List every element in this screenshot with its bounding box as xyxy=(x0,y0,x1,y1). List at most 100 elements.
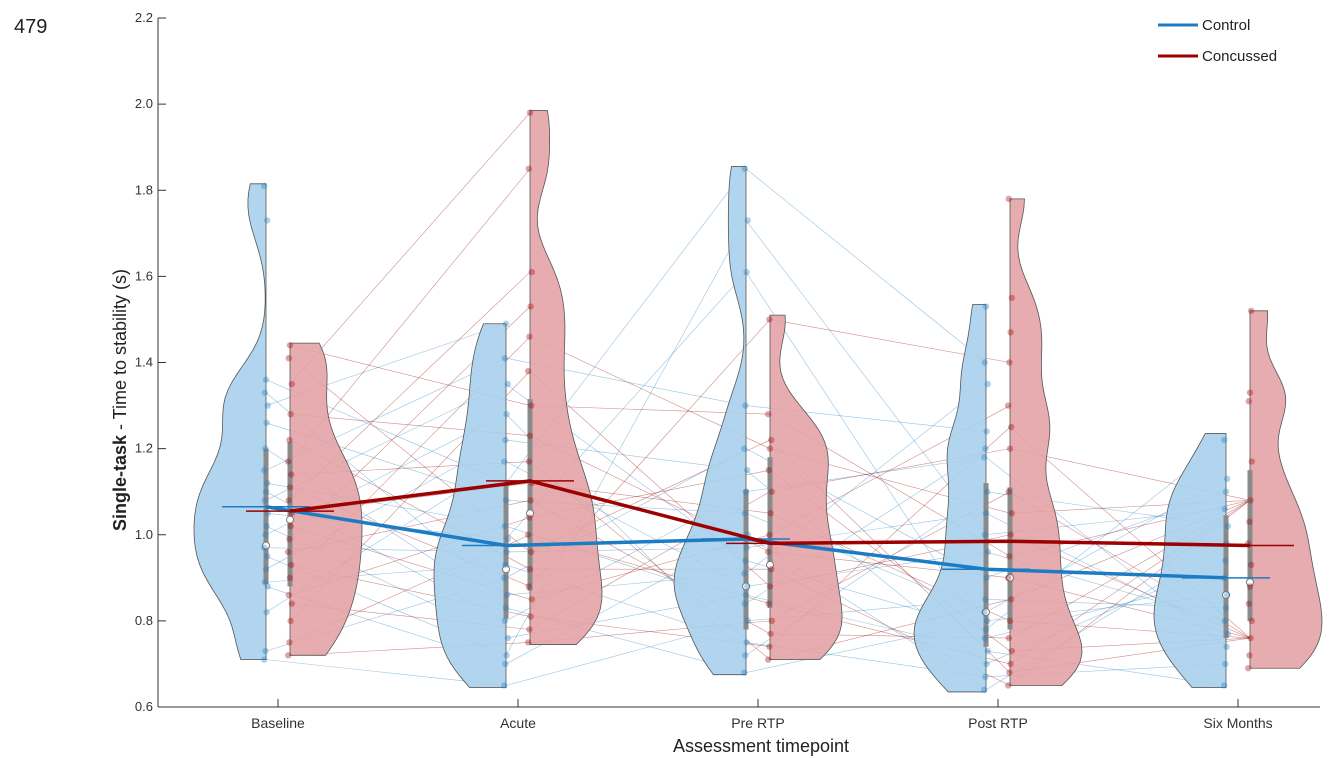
point-control xyxy=(984,647,991,655)
violin-control-4 xyxy=(1153,433,1227,689)
point-control xyxy=(263,522,270,530)
point-control xyxy=(504,535,511,543)
points-layer xyxy=(261,109,1256,693)
subject-line-concussed xyxy=(289,168,531,462)
point-concussed xyxy=(286,484,294,491)
point-concussed xyxy=(528,402,535,409)
y-tick-label: 1.0 xyxy=(135,527,153,542)
point-control xyxy=(503,652,510,659)
point-concussed xyxy=(765,466,772,474)
point-control xyxy=(501,682,508,689)
point-concussed xyxy=(766,445,774,452)
box-concussed-0 xyxy=(287,442,293,587)
point-concussed xyxy=(768,436,775,444)
point-control xyxy=(262,445,269,452)
point-control xyxy=(742,488,750,495)
point-control xyxy=(981,609,988,616)
violin-control-1 xyxy=(433,323,507,689)
point-concussed xyxy=(1006,617,1014,625)
point-concussed xyxy=(285,652,292,659)
point-control xyxy=(264,583,271,590)
point-concussed xyxy=(767,630,774,637)
point-control xyxy=(981,634,988,642)
point-control xyxy=(982,626,990,633)
point-concussed xyxy=(525,458,532,465)
point-concussed xyxy=(287,410,294,418)
y-tick-label: 0.8 xyxy=(135,613,153,628)
point-control xyxy=(742,402,749,409)
point-concussed xyxy=(1005,402,1012,409)
point-control xyxy=(981,531,988,538)
point-control xyxy=(501,354,508,362)
point-control xyxy=(261,466,268,474)
point-concussed xyxy=(766,583,774,590)
point-concussed xyxy=(1248,617,1256,625)
point-control xyxy=(501,522,508,530)
point-concussed xyxy=(527,497,534,504)
point-control xyxy=(501,574,508,582)
point-control xyxy=(741,669,748,676)
point-control xyxy=(502,604,510,612)
point-control xyxy=(1222,488,1230,495)
point-concussed xyxy=(527,613,534,620)
point-control xyxy=(982,596,989,603)
point-control xyxy=(501,617,508,625)
axes-layer: 0.6 0.8 1.0 1.2 1.4 1.6 1.8 2.0 2.2 Baseline Acute… xyxy=(135,10,1320,731)
point-control xyxy=(744,583,751,590)
point-concussed xyxy=(1247,634,1254,642)
point-control xyxy=(263,419,270,426)
point-control xyxy=(502,561,509,569)
point-concussed xyxy=(1005,488,1012,495)
point-control xyxy=(983,574,990,582)
point-control xyxy=(1222,660,1229,668)
median-control-3 xyxy=(982,608,990,617)
point-concussed xyxy=(1245,600,1253,607)
y-axis-title-rest: - Time to stability (s) xyxy=(110,269,130,435)
point-concussed xyxy=(285,354,292,362)
point-concussed xyxy=(1245,665,1252,672)
violin-concussed-4 xyxy=(1249,310,1323,669)
point-concussed xyxy=(286,639,293,646)
point-concussed xyxy=(765,600,772,607)
point-concussed xyxy=(286,436,293,444)
point-control xyxy=(741,600,748,607)
point-control xyxy=(982,510,990,517)
point-concussed xyxy=(1007,531,1014,538)
point-concussed xyxy=(288,561,295,569)
point-concussed xyxy=(1005,195,1012,203)
point-control xyxy=(261,656,268,663)
point-control xyxy=(1224,591,1231,599)
median-control-2 xyxy=(742,582,750,591)
point-control xyxy=(982,303,990,310)
point-control xyxy=(504,634,511,642)
point-control xyxy=(501,458,508,465)
point-control xyxy=(503,410,510,418)
point-control xyxy=(262,566,270,573)
point-control xyxy=(262,488,270,495)
point-concussed xyxy=(525,165,532,172)
y-axis-title-bold: Single-task xyxy=(110,434,130,531)
point-concussed xyxy=(526,626,533,633)
point-control xyxy=(984,380,991,388)
point-control xyxy=(264,402,271,409)
y-tick-label: 1.2 xyxy=(135,441,153,456)
point-concussed xyxy=(1006,359,1013,366)
mean-line-control xyxy=(265,505,1227,580)
point-control xyxy=(741,510,748,517)
point-concussed xyxy=(526,514,533,521)
box-control-1 xyxy=(503,483,509,619)
point-concussed xyxy=(287,617,294,625)
point-concussed xyxy=(528,548,535,556)
point-concussed xyxy=(1006,445,1014,452)
violin-concussed-2 xyxy=(769,314,843,661)
point-control xyxy=(742,591,750,599)
box-control-3 xyxy=(983,483,989,647)
point-control xyxy=(504,591,511,599)
point-control xyxy=(502,320,510,327)
violin-control-0 xyxy=(193,183,267,661)
median-control-4 xyxy=(1222,591,1230,600)
point-concussed xyxy=(765,656,772,663)
point-control xyxy=(1221,436,1228,444)
point-concussed xyxy=(1248,561,1255,569)
box-concussed-3 xyxy=(1007,487,1013,630)
